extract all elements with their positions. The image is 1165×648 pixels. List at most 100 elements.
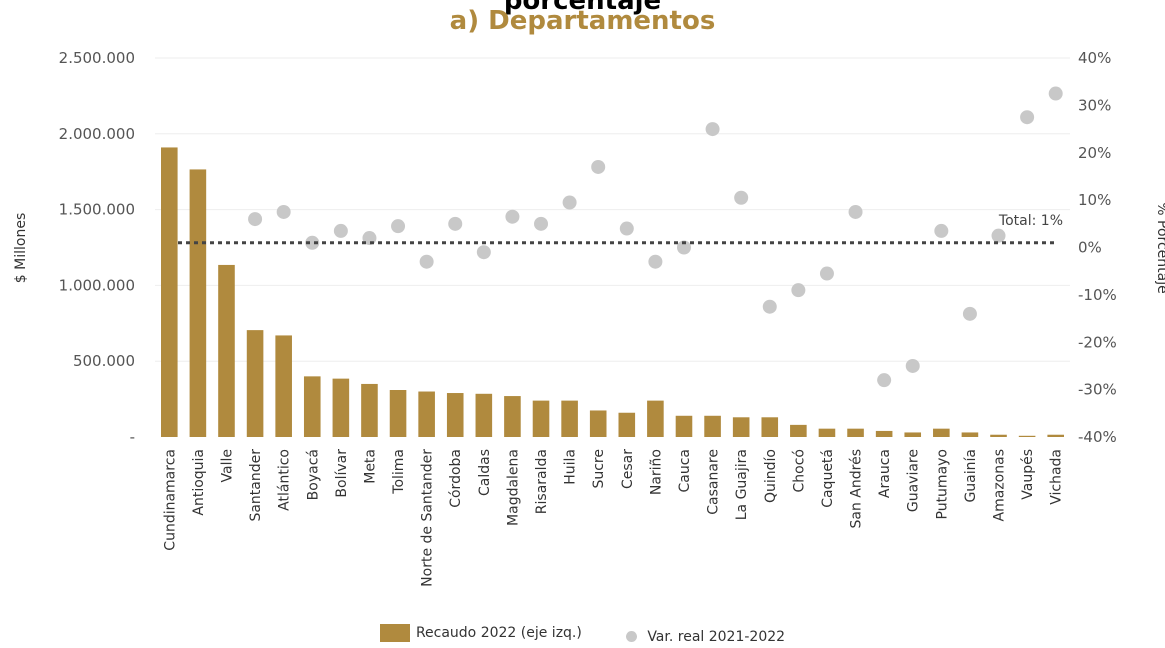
bar <box>818 428 836 437</box>
legend-item-var-real: Var. real 2021-2022 <box>626 629 785 645</box>
x-tick-label: Meta <box>362 449 378 484</box>
y-tick-label: 1.000.000 <box>59 276 135 294</box>
y2-tick-label: 0% <box>1078 239 1102 257</box>
bar <box>189 169 207 437</box>
x-tick-label: San Andrés <box>849 449 865 528</box>
bar <box>532 400 550 437</box>
x-tick-label: Bolívar <box>334 449 350 498</box>
dot <box>848 204 863 219</box>
x-tick-label: Casanare <box>706 449 722 515</box>
x-tick-label: Vichada <box>1049 449 1065 505</box>
dot <box>391 219 406 234</box>
bar <box>675 415 693 437</box>
dot <box>991 228 1006 243</box>
bar <box>475 393 493 437</box>
x-tick-label: Magdalena <box>505 449 521 526</box>
x-tick-label: Arauca <box>877 449 893 498</box>
x-tick-label: Huila <box>563 449 579 485</box>
dot <box>534 216 549 231</box>
bar <box>1018 435 1036 437</box>
dot <box>1048 86 1063 101</box>
dot <box>248 212 263 227</box>
dot <box>962 306 977 321</box>
chart-title: a) Departamentos <box>449 6 716 36</box>
x-tick-label: Antioquia <box>191 449 207 516</box>
bar <box>589 410 607 437</box>
x-tick-label: Sucre <box>591 449 607 489</box>
x-tick-label: Guainía <box>963 449 979 503</box>
y-tick-label: - <box>130 428 135 446</box>
x-tick-label: Amazonas <box>992 449 1008 521</box>
dot <box>448 216 463 231</box>
bar <box>704 415 721 437</box>
legend-label-recaudo: Recaudo 2022 (eje izq.) <box>415 625 582 641</box>
x-tick-label: Boyacá <box>305 449 321 500</box>
dot <box>791 283 806 298</box>
dot <box>705 122 720 137</box>
dot <box>905 358 920 373</box>
dot <box>591 159 606 174</box>
x-tick-label: Caldas <box>477 449 493 496</box>
bar <box>732 417 750 437</box>
bar <box>618 412 636 437</box>
x-tick-label: Norte de Santander <box>420 449 436 587</box>
dot <box>819 266 834 281</box>
y-tick-label: 500.000 <box>73 352 135 370</box>
dot <box>734 190 749 205</box>
bar <box>647 400 664 437</box>
dot <box>476 245 491 260</box>
x-tick-label: Atlántico <box>277 449 293 511</box>
bar <box>761 417 779 437</box>
x-tick-label: Cesar <box>620 449 636 489</box>
bar <box>389 390 407 437</box>
bar <box>361 383 378 437</box>
x-tick-label: Caquetá <box>820 449 836 508</box>
clipped-title: porcentaje <box>503 0 662 16</box>
bar <box>504 396 521 437</box>
x-tick-label: Cauca <box>677 449 693 493</box>
legend-item-recaudo: Recaudo 2022 (eje izq.) <box>379 624 582 642</box>
x-tick-label: Chocó <box>791 449 807 492</box>
bar <box>246 330 264 437</box>
dot <box>762 299 777 314</box>
bar <box>161 147 178 437</box>
x-tick-label: Cundinamarca <box>162 449 178 551</box>
bar <box>218 264 235 437</box>
x-tick-label: Guaviare <box>906 449 922 512</box>
x-tick-label: Quindío <box>763 449 779 503</box>
legend-swatch-dot <box>626 631 638 642</box>
dot <box>505 209 520 224</box>
bar <box>303 376 321 437</box>
legend-label-var-real: Var. real 2021-2022 <box>647 628 786 645</box>
dot <box>619 221 634 236</box>
x-tick-label: La Guajira <box>734 449 750 520</box>
dot <box>276 204 291 219</box>
dot <box>419 254 434 269</box>
x-tick-label: Nariño <box>648 449 664 495</box>
dot <box>676 240 691 255</box>
bar <box>561 400 578 437</box>
x-tick-label: Putumayo <box>934 449 950 520</box>
x-tick-label: Vaupés <box>1020 449 1036 500</box>
y-tick-label: 1.500.000 <box>59 201 135 219</box>
y2-tick-label: 30% <box>1078 96 1111 114</box>
dot <box>305 235 320 250</box>
bar <box>418 391 435 437</box>
y2-tick-label: 40% <box>1078 49 1111 67</box>
bar <box>990 434 1007 437</box>
dot <box>562 195 577 210</box>
y2-tick-label: 10% <box>1078 191 1111 209</box>
bar <box>875 430 893 437</box>
y-axis-title: $ Millones <box>13 213 29 283</box>
dot <box>648 254 663 269</box>
bar <box>1047 434 1064 437</box>
dot <box>333 223 348 238</box>
dot <box>1020 110 1035 125</box>
bar <box>790 424 807 437</box>
x-tick-label: Tolima <box>391 449 407 495</box>
legend: Recaudo 2022 (eje izq.) Var. real 2021-2… <box>0 624 1165 646</box>
x-tick-label: Santander <box>248 449 264 522</box>
x-tick-label: Córdoba <box>448 449 464 508</box>
y2-tick-label: -30% <box>1078 381 1117 399</box>
